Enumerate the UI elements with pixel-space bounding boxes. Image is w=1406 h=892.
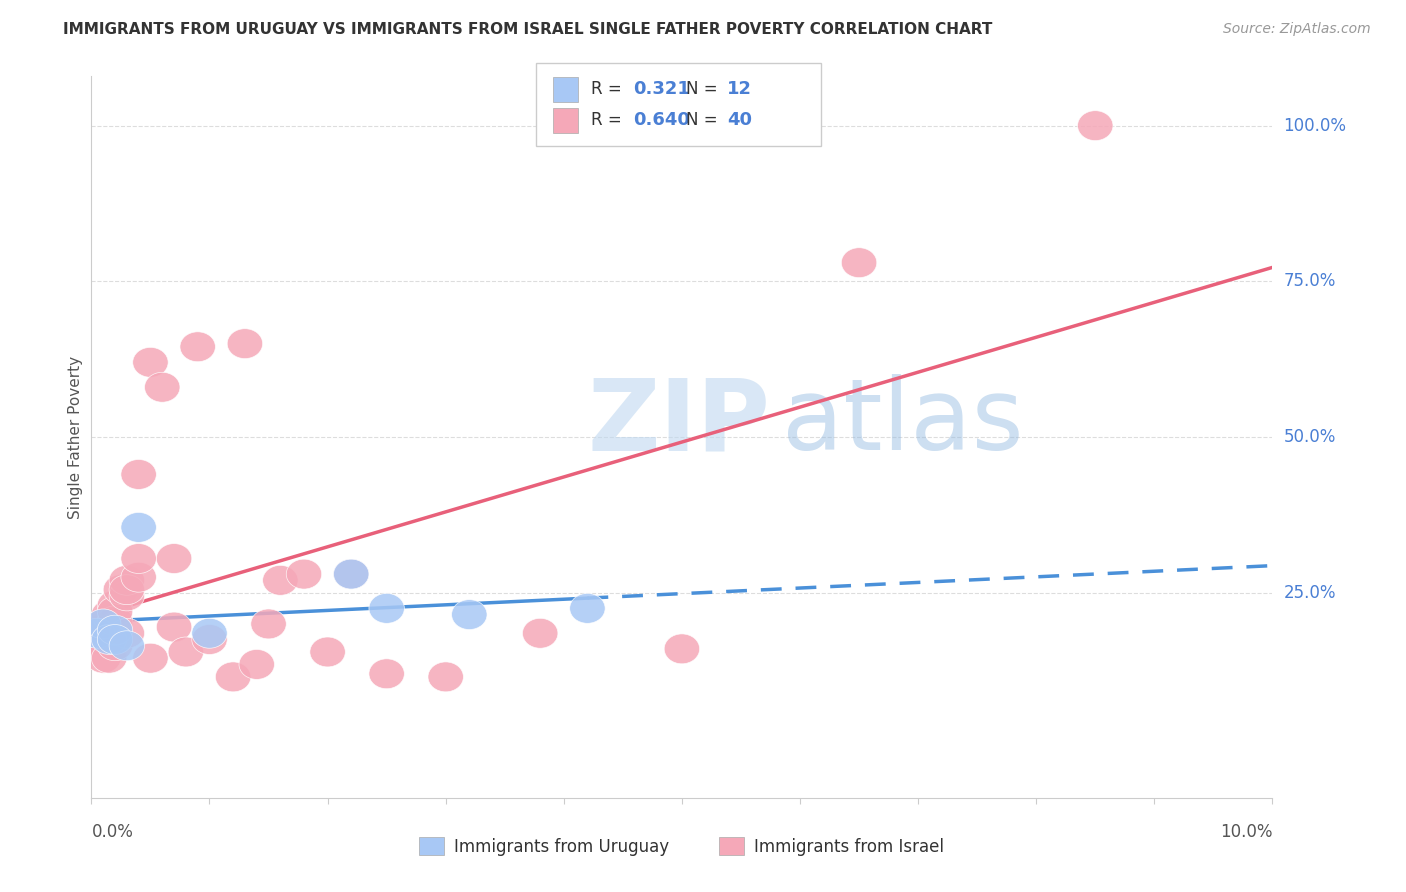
- Ellipse shape: [97, 597, 132, 626]
- Ellipse shape: [121, 562, 156, 592]
- Ellipse shape: [80, 618, 115, 648]
- Ellipse shape: [110, 618, 145, 648]
- Text: 0.640: 0.640: [633, 112, 689, 129]
- Text: IMMIGRANTS FROM URUGUAY VS IMMIGRANTS FROM ISRAEL SINGLE FATHER POVERTY CORRELAT: IMMIGRANTS FROM URUGUAY VS IMMIGRANTS FR…: [63, 22, 993, 37]
- Ellipse shape: [86, 643, 121, 673]
- Text: ZIP: ZIP: [588, 374, 770, 471]
- Text: atlas: atlas: [782, 374, 1024, 471]
- Ellipse shape: [427, 662, 464, 692]
- Ellipse shape: [169, 637, 204, 667]
- Legend: Immigrants from Uruguay, Immigrants from Israel: Immigrants from Uruguay, Immigrants from…: [413, 830, 950, 863]
- Text: 40: 40: [727, 112, 752, 129]
- Ellipse shape: [91, 643, 127, 673]
- Ellipse shape: [77, 624, 112, 655]
- Ellipse shape: [97, 624, 132, 655]
- Text: 12: 12: [727, 80, 752, 98]
- Ellipse shape: [91, 599, 127, 630]
- Text: Source: ZipAtlas.com: Source: ZipAtlas.com: [1223, 22, 1371, 37]
- Ellipse shape: [86, 609, 121, 639]
- Ellipse shape: [132, 643, 169, 673]
- Text: 10.0%: 10.0%: [1220, 823, 1272, 841]
- Ellipse shape: [228, 328, 263, 359]
- Ellipse shape: [156, 612, 191, 642]
- Ellipse shape: [451, 599, 486, 630]
- Ellipse shape: [368, 593, 405, 624]
- Ellipse shape: [121, 543, 156, 574]
- Ellipse shape: [86, 609, 121, 639]
- Ellipse shape: [191, 618, 228, 648]
- Ellipse shape: [664, 634, 700, 664]
- Ellipse shape: [523, 618, 558, 648]
- Ellipse shape: [110, 631, 145, 661]
- Ellipse shape: [368, 659, 405, 689]
- Text: R =: R =: [591, 112, 627, 129]
- Ellipse shape: [97, 631, 132, 661]
- Ellipse shape: [333, 559, 368, 589]
- Text: 0.0%: 0.0%: [91, 823, 134, 841]
- Ellipse shape: [287, 559, 322, 589]
- Text: R =: R =: [591, 80, 627, 98]
- Text: 100.0%: 100.0%: [1284, 117, 1347, 135]
- Ellipse shape: [97, 606, 132, 636]
- Ellipse shape: [121, 459, 156, 490]
- Ellipse shape: [91, 624, 127, 655]
- Ellipse shape: [110, 581, 145, 611]
- Ellipse shape: [97, 615, 132, 645]
- Text: N =: N =: [686, 112, 723, 129]
- Ellipse shape: [121, 512, 156, 542]
- Ellipse shape: [97, 591, 132, 620]
- Ellipse shape: [156, 543, 191, 574]
- Ellipse shape: [180, 332, 215, 362]
- Ellipse shape: [239, 649, 274, 680]
- Ellipse shape: [841, 248, 877, 277]
- Ellipse shape: [250, 609, 287, 639]
- Text: 0.321: 0.321: [633, 80, 689, 98]
- Ellipse shape: [569, 593, 605, 624]
- Ellipse shape: [191, 624, 228, 655]
- Ellipse shape: [215, 662, 250, 692]
- Ellipse shape: [145, 372, 180, 402]
- Ellipse shape: [80, 615, 115, 645]
- Ellipse shape: [103, 574, 139, 605]
- Ellipse shape: [333, 559, 368, 589]
- Text: N =: N =: [686, 80, 723, 98]
- Text: 75.0%: 75.0%: [1284, 272, 1336, 291]
- Ellipse shape: [1077, 111, 1114, 141]
- Ellipse shape: [263, 566, 298, 595]
- Ellipse shape: [110, 574, 145, 605]
- Y-axis label: Single Father Poverty: Single Father Poverty: [67, 356, 83, 518]
- Text: 25.0%: 25.0%: [1284, 583, 1336, 602]
- Ellipse shape: [110, 566, 145, 595]
- Ellipse shape: [309, 637, 346, 667]
- Text: 50.0%: 50.0%: [1284, 428, 1336, 446]
- Ellipse shape: [132, 347, 169, 377]
